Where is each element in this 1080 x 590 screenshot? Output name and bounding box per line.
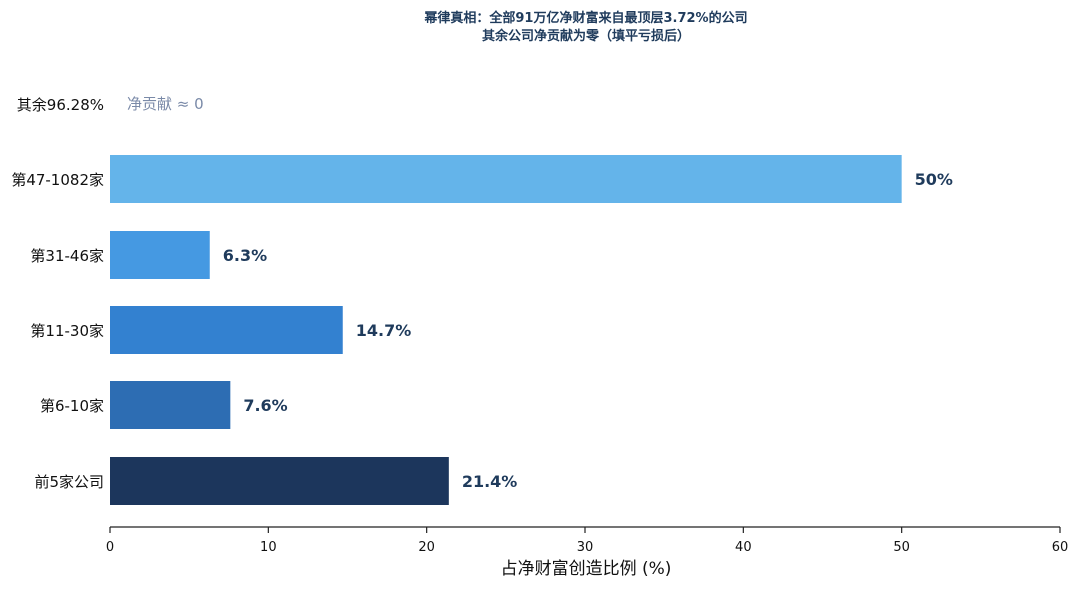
x-tick-label: 60 (1052, 540, 1069, 555)
chart-title-line-2: 其余公司净贡献为零（填平亏损后） (482, 28, 690, 44)
data-label: 6.3% (223, 246, 267, 265)
category-label: 第31-46家 (30, 247, 104, 265)
data-label: 21.4% (462, 472, 518, 491)
x-tick-label: 10 (260, 540, 277, 555)
x-tick-label: 0 (106, 540, 114, 555)
note-label: 净贡献 ≈ 0 (127, 95, 204, 113)
x-tick-label: 40 (735, 540, 752, 555)
plot-area: 前5家公司 21.4% 第6-10家 7.6% 第11-30家 14.7% 第31-46家 6… (11, 95, 1068, 555)
bar (110, 457, 449, 505)
data-label: 14.7% (356, 321, 412, 340)
x-tick-label: 50 (893, 540, 910, 555)
data-label: 7.6% (243, 396, 287, 415)
bar (110, 306, 343, 354)
category-label: 第6-10家 (40, 397, 104, 415)
category-label: 前5家公司 (34, 473, 104, 491)
bar (110, 155, 902, 203)
category-label: 第11-30家 (30, 322, 104, 340)
x-tick-label: 30 (577, 540, 594, 555)
category-label: 其余96.28% (17, 96, 104, 114)
data-label: 50% (915, 170, 953, 189)
bar (110, 231, 210, 279)
bar (110, 381, 231, 429)
category-label: 第47-1082家 (11, 171, 104, 189)
chart-title-line-1: 幂律真相：全部91万亿净财富来自最顶层3.72%的公司 (423, 10, 747, 26)
x-axis-title: 占净财富创造比例 (%) (501, 559, 672, 579)
x-tick-label: 20 (418, 540, 435, 555)
